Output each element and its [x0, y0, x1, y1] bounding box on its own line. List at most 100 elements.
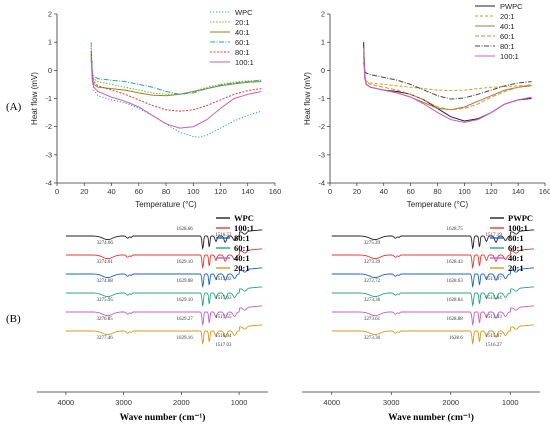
- ftir2-peak-label: 1628.88: [447, 317, 464, 322]
- dsc2-series-line: [363, 53, 532, 111]
- ftir1-legend-label: 40:1: [234, 253, 250, 263]
- dsc1-legend-label: 40:1: [235, 28, 250, 37]
- dsc2-x-tick-label: 120: [485, 187, 498, 196]
- dsc2-y-tick-label: -1: [318, 94, 325, 103]
- dsc2-y-tick-label: -4: [318, 179, 325, 188]
- dsc2-legend-label: 60:1: [500, 32, 515, 41]
- dsc2-legend-label: 20:1: [500, 12, 515, 21]
- ftir1-x-tick-label: 1000: [231, 398, 248, 407]
- dsc2-legend-label: 80:1: [500, 42, 515, 51]
- dsc1-x-tick-label: 100: [187, 187, 200, 196]
- ftir2-peak-label: 1628.6: [449, 336, 463, 341]
- dsc1-x-tick-label: 60: [135, 187, 143, 196]
- dsc1-x-label: Temperature (°C): [135, 200, 197, 209]
- ftir1-x-tick-label: 3000: [115, 398, 132, 407]
- ftir2-legend-label: 80:1: [508, 233, 524, 243]
- dsc2-series-line: [363, 50, 532, 92]
- ftir2-peak-label: 3275.39: [364, 241, 381, 246]
- ftir2-x-tick-label: 4000: [323, 398, 340, 407]
- dsc1-x-tick-label: 160: [269, 187, 282, 196]
- dsc1-x-tick-label: 80: [162, 187, 170, 196]
- dsc2-series-line: [363, 47, 532, 111]
- ftir2-legend-label: 60:1: [508, 243, 524, 253]
- ftir1-peak-label: 3274.61: [97, 260, 114, 265]
- ftir2-peak-label: 1515.84: [485, 296, 502, 301]
- dsc2-x-tick-label: 20: [353, 187, 361, 196]
- ftir1-peak-label: 1629.10: [176, 298, 193, 303]
- dsc2-x-tick-label: 0: [328, 187, 332, 196]
- dsc1-y-tick-label: 1: [48, 38, 52, 47]
- dsc1-x-tick-label: 40: [107, 187, 115, 196]
- dsc1-x-tick-label: 140: [241, 187, 254, 196]
- dsc2-x-tick-label: 60: [406, 187, 414, 196]
- dsc2-y-tick-label: 2: [321, 10, 325, 19]
- dsc2-y-tick-label: 0: [321, 66, 325, 75]
- ftir1-spectrum-line: [65, 324, 263, 346]
- ftir1-peak-label: 1629.16: [176, 336, 193, 341]
- ftir2-peak-label: 1516.27: [485, 343, 502, 348]
- ftir2-peak-label: 1515.87: [485, 334, 502, 339]
- dsc2-legend-label: 100:1: [500, 52, 519, 61]
- ftir1-spectrum-line: [65, 267, 263, 289]
- ftir2-legend-label: 100:1: [508, 223, 528, 233]
- ftir2-peak-label: 1628.63: [447, 279, 464, 284]
- ftir2-spectrum-line: [331, 267, 535, 289]
- ftir1-peak-label: 1628.66: [176, 227, 193, 232]
- ftir1-peak-label: 3275.95: [97, 298, 114, 303]
- dsc1-y-tick-label: -3: [45, 150, 52, 159]
- ftir2-peak-label: 1628.75: [447, 227, 464, 232]
- dsc1-x-tick-label: 0: [55, 187, 59, 196]
- ftir1-peak-label: 1517.02: [215, 277, 232, 282]
- dsc1-y-tick-label: -2: [45, 122, 52, 131]
- ftir1-legend-label: 80:1: [234, 233, 250, 243]
- ftir2-peak-label: 1513.93: [485, 315, 502, 320]
- dsc1-y-tick-label: 0: [48, 66, 52, 75]
- dsc2-y-tick-label: -2: [318, 122, 325, 131]
- dsc1-legend-label: 100:1: [235, 58, 254, 67]
- ftir1-spectrum-line: [65, 286, 263, 308]
- ftir2-peak-label: 3273.39: [364, 260, 381, 265]
- ftir1-peak-label: 1517.63: [215, 296, 232, 301]
- ftir2-legend-label: 20:1: [508, 263, 524, 273]
- ftir1-peak-label: 3277.46: [96, 336, 113, 341]
- dsc2-x-tick-label: 100: [458, 187, 471, 196]
- dsc1-series-line: [90, 42, 262, 95]
- ftir2-x-tick-label: 1000: [502, 398, 519, 407]
- ftir1-spectrum-line: [65, 248, 263, 270]
- ftir2-spectrum-line: [331, 248, 535, 270]
- dsc1-legend-label: 20:1: [235, 18, 250, 27]
- ftir1-legend-label: WPC: [234, 213, 254, 223]
- dsc2-y-tick-label: -3: [318, 150, 325, 159]
- ftir2-legend-label: 40:1: [508, 253, 524, 263]
- dsc1-legend-label: 80:1: [235, 48, 250, 57]
- ftir1-x-tick-label: 2000: [173, 398, 190, 407]
- ftir1-peak-label: 1629.27: [176, 317, 193, 322]
- dsc2-legend-label: 40:1: [500, 22, 515, 31]
- ftir2-x-tick-label: 3000: [383, 398, 400, 407]
- ftir2-spectrum-line: [331, 324, 535, 346]
- ftir1-spectrum-line: [65, 305, 263, 327]
- dsc2-y-label: Heat flow (mV): [303, 72, 312, 125]
- ftir1-peak-label: 3274.88: [97, 279, 114, 284]
- dsc2-x-tick-label: 140: [512, 187, 525, 196]
- ftir2-peak-label: 3272.72: [364, 279, 381, 284]
- panel-label-a: (A): [6, 101, 22, 113]
- ftir2-peak-label: 3273.61: [364, 317, 381, 322]
- ftir1-peak-label: 1516.53: [215, 233, 232, 238]
- dsc1-y-label: Heat flow (mV): [30, 72, 39, 125]
- ftir1-legend-label: 20:1: [234, 263, 250, 273]
- dsc2-series-line: [363, 56, 532, 123]
- ftir2-legend-label: PWPC: [508, 213, 533, 223]
- dsc1-legend-label: 60:1: [235, 38, 250, 47]
- ftir1-peak-label: 1629.08: [176, 279, 193, 284]
- ftir2-peak-label: 1628.43: [447, 260, 464, 265]
- ftir1-x-tick-label: 4000: [58, 398, 75, 407]
- ftir2-spectrum-line: [331, 229, 535, 251]
- ftir1-legend-label: 100:1: [234, 223, 254, 233]
- dsc1-legend-label: WPC: [235, 8, 253, 17]
- ftir2-peak-label: 1628.84: [447, 298, 464, 303]
- ftir2-peak-label: 1517.07: [485, 277, 502, 282]
- ftir1-spectrum-line: [65, 229, 263, 251]
- ftir1-peak-label: 1517.03: [215, 343, 232, 348]
